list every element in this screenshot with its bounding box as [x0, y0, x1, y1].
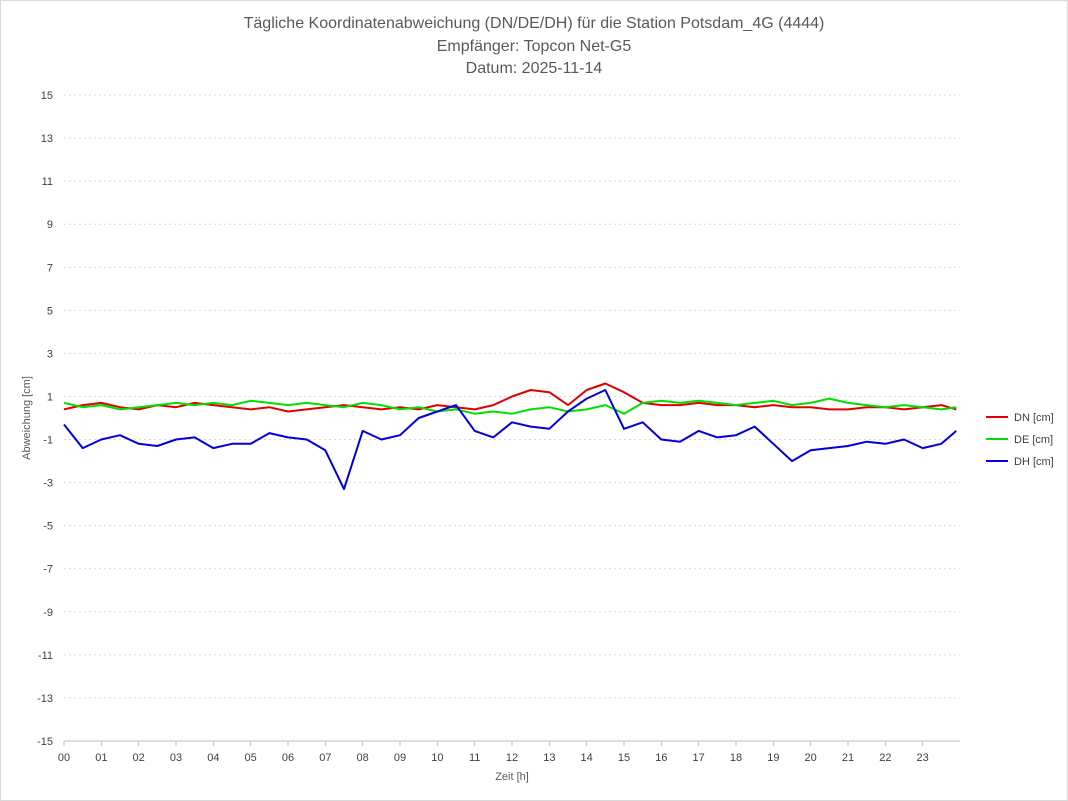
gridlines — [64, 94, 960, 742]
y-tick-label: 7 — [47, 262, 53, 274]
x-tick-label: 17 — [693, 752, 705, 764]
y-tick-label: -9 — [43, 607, 53, 619]
x-tick-label: 13 — [543, 752, 555, 764]
y-tick-label: 11 — [42, 176, 53, 188]
x-tick-label: 07 — [319, 752, 331, 764]
x-tick-label: 11 — [469, 752, 480, 764]
y-tick-label: -1 — [43, 435, 53, 447]
y-tick-label: -13 — [37, 693, 53, 705]
x-tick-label: 12 — [506, 752, 518, 764]
x-tick-label: 21 — [842, 752, 854, 764]
x-tick-label: 04 — [207, 752, 219, 764]
y-tick-label: 9 — [47, 219, 53, 231]
x-tick-label: 03 — [170, 752, 182, 764]
y-tick-label: 3 — [47, 348, 53, 360]
x-tick-label: 20 — [805, 752, 817, 764]
y-tick-label: 5 — [47, 305, 53, 317]
y-tick-label: -11 — [38, 650, 53, 662]
title-line-3: Datum: 2025-11-14 — [466, 60, 603, 77]
y-tick-label: -7 — [43, 564, 53, 576]
x-tick-label: 18 — [730, 752, 742, 764]
legend-label-dh: DH [cm] — [1014, 456, 1054, 468]
title-line-2: Empfänger: Topcon Net-G5 — [437, 38, 632, 55]
title-line-1: Tägliche Koordinatenabweichung (DN/DE/DH… — [244, 15, 825, 32]
x-tick-label: 09 — [394, 752, 406, 764]
legend-label-de: DE [cm] — [1014, 434, 1053, 446]
x-tick-label: 19 — [767, 752, 779, 764]
series-line-de — [63, 397, 957, 415]
series-line-dh — [63, 389, 957, 491]
x-axis-label: Zeit [h] — [495, 771, 529, 783]
legend: DN [cm] DE [cm] DH [cm] — [986, 412, 1054, 468]
y-axis-ticks: 15 13 11 9 7 5 3 1 -1 -3 -5 -7 -9 -11 -13 -15 — [37, 90, 53, 748]
x-tick-label: 02 — [133, 752, 145, 764]
x-tick-label: 08 — [357, 752, 369, 764]
series-line-dn — [63, 382, 957, 413]
x-tick-label: 05 — [245, 752, 257, 764]
x-tick-label: 15 — [618, 752, 630, 764]
x-tick-label: 16 — [655, 752, 667, 764]
x-tick-label: 01 — [95, 752, 107, 764]
y-axis-label: Abweichung [cm] — [21, 376, 33, 460]
y-tick-label: -5 — [43, 521, 53, 533]
y-tick-label: 13 — [41, 133, 53, 145]
legend-label-dn: DN [cm] — [1014, 412, 1054, 424]
x-tick-label: 06 — [282, 752, 294, 764]
x-tick-label: 00 — [58, 752, 70, 764]
y-tick-label: -15 — [37, 736, 53, 748]
x-axis-ticks: 00 01 02 03 04 05 06 07 08 09 10 11 12 13 14 15 16 17 18 19… — [58, 741, 929, 764]
chart-title: Tägliche Koordinatenabweichung (DN/DE/DH… — [244, 15, 825, 77]
x-tick-label: 10 — [431, 752, 443, 764]
plot-series — [63, 382, 957, 491]
x-tick-label: 23 — [917, 752, 929, 764]
x-tick-label: 14 — [581, 752, 593, 764]
y-tick-label: 15 — [41, 90, 53, 102]
y-tick-label: -3 — [43, 478, 53, 490]
y-tick-label: 1 — [47, 391, 53, 403]
x-tick-label: 22 — [879, 752, 891, 764]
